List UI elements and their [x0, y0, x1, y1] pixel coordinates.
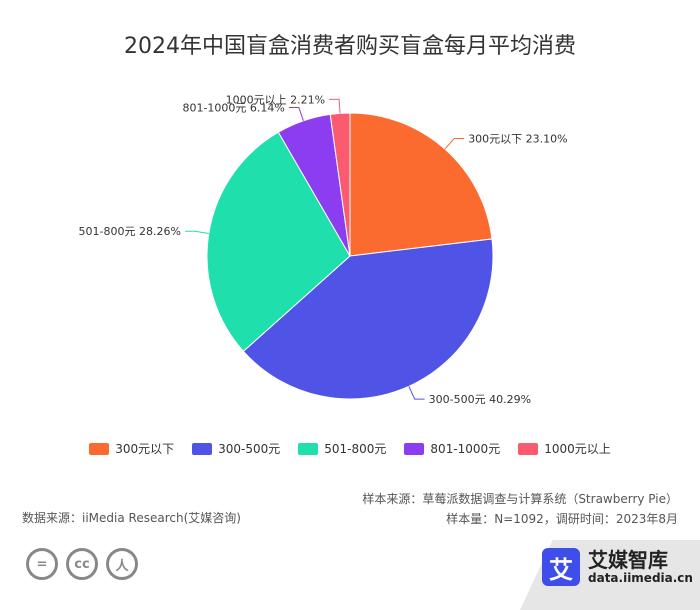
- person-icon: 人: [106, 548, 138, 580]
- brand-block: 艾 艾媒智库 data.iimedia.cn: [542, 548, 693, 586]
- legend-swatch: [404, 442, 425, 455]
- label-leader-line: [288, 107, 304, 121]
- legend-swatch: [298, 442, 319, 455]
- slice-data-label: 300-500元 40.29%: [429, 393, 531, 406]
- cc-icon: cc: [66, 548, 98, 580]
- sample-source-note: 样本来源：草莓派数据调查与计算系统（Strawberry Pie）: [362, 492, 678, 506]
- slice-data-label: 501-800元 28.26%: [79, 225, 181, 238]
- sample-size-note: 样本量：N=1092，调研时间：2023年8月: [446, 512, 678, 526]
- legend-label: 300元以下: [115, 442, 175, 456]
- brand-name: 艾媒智库: [588, 548, 668, 572]
- sample-info-block: 样本来源：草莓派数据调查与计算系统（Strawberry Pie） 样本量：N=…: [362, 489, 678, 529]
- legend-label: 300-500元: [218, 442, 281, 456]
- license-icons: = cc 人: [26, 548, 138, 580]
- data-source-note: 数据来源：iiMedia Research(艾媒咨询): [22, 511, 241, 525]
- label-leader-line: [184, 230, 209, 234]
- label-leader-line: [408, 386, 425, 400]
- chart-title: 2024年中国盲盒消费者购买盲盒每月平均消费: [124, 34, 576, 59]
- legend-item: 501-800元: [298, 440, 386, 457]
- legend-item: 801-1000元: [404, 440, 500, 457]
- legend-label: 801-1000元: [430, 442, 501, 456]
- chart-legend: 300元以下 300-500元 501-800元 801-1000元 1000元以上: [0, 440, 700, 457]
- slice-data-label: 300元以下 23.10%: [468, 133, 567, 146]
- equals-icon: =: [26, 548, 58, 580]
- label-leader-line: [444, 138, 465, 150]
- legend-swatch: [89, 442, 110, 455]
- legend-swatch: [192, 442, 213, 455]
- brand-url: data.iimedia.cn: [588, 571, 693, 585]
- legend-label: 501-800元: [324, 442, 387, 456]
- legend-swatch: [518, 442, 539, 455]
- legend-item: 300元以下: [89, 440, 174, 457]
- pie-slice: [349, 112, 493, 257]
- label-leader-line: [329, 98, 341, 114]
- legend-item: 300-500元: [192, 440, 280, 457]
- legend-label: 1000元以上: [544, 442, 611, 456]
- brand-logo-icon: 艾: [542, 548, 580, 586]
- slice-data-label: 801-1000元 6.14%: [182, 102, 284, 115]
- slice-data-label: 1000元以上 2.21%: [226, 93, 325, 106]
- pie-slice: [242, 238, 494, 400]
- legend-item: 1000元以上: [518, 440, 611, 457]
